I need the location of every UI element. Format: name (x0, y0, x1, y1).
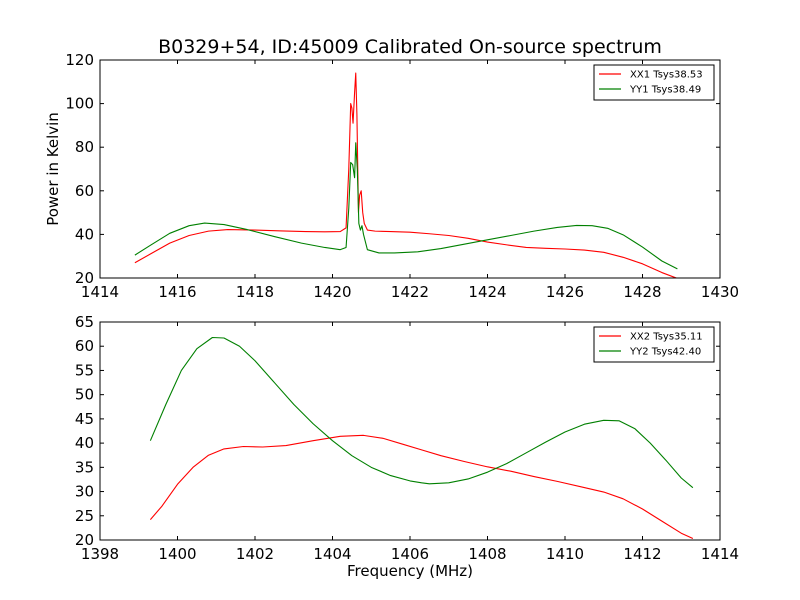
x-tick-label: 1412 (623, 545, 661, 563)
x-tick-label: 1400 (158, 545, 196, 563)
y-tick-label: 30 (75, 483, 94, 501)
y-tick-label: 40 (75, 434, 94, 452)
bottom-plot: 1398 1400 1402 1404 1406 1408 1410 1412 1414 20 25… (75, 313, 739, 563)
x-tick-label: 1414 (81, 283, 119, 301)
legend-label: YY2 Tsys42.40 (629, 347, 701, 358)
y-tick-label: 40 (75, 225, 94, 243)
legend-box (593, 64, 715, 101)
x-tick-label: 1408 (468, 545, 506, 563)
x-tick-label: 1430 (701, 283, 739, 301)
x-tick-label: 1406 (391, 545, 429, 563)
x-tick-label: 1428 (623, 283, 661, 301)
y-tick-label: 80 (75, 138, 94, 156)
y-tick-label: 60 (75, 182, 94, 200)
series-line-yy (149, 336, 694, 489)
y-tick-label: 20 (75, 269, 94, 287)
y-tick-label: 45 (75, 410, 94, 428)
x-tick-label: 1414 (701, 545, 739, 563)
legend: XX1 Tsys38.53 YY1 Tsys38.49 (593, 64, 715, 101)
legend-label: YY1 Tsys38.49 (629, 85, 701, 96)
y-tick-label: 120 (65, 51, 94, 69)
y-axis-label: Power in Kelvin (44, 112, 62, 226)
legend-label: XX1 Tsys38.53 (630, 70, 703, 81)
x-tick-label: 1398 (81, 545, 119, 563)
series-line-xx (134, 72, 678, 278)
series-line-yy (134, 142, 678, 270)
y-tick-label: 20 (75, 531, 94, 549)
y-tick-label: 25 (75, 507, 94, 525)
plot-frame (99, 59, 721, 279)
x-tick-label: 1426 (546, 283, 584, 301)
y-tick-label: 100 (65, 95, 94, 113)
y-tick-label: 55 (75, 361, 94, 379)
x-tick-label: 1416 (158, 283, 196, 301)
y-tick-label: 60 (75, 337, 94, 355)
x-tick-label: 1410 (546, 545, 584, 563)
x-axis-label: Frequency (MHz) (347, 562, 473, 580)
legend-label: XX2 Tsys35.11 (630, 332, 703, 343)
legend: XX2 Tsys35.11 YY2 Tsys42.40 (593, 326, 715, 363)
y-tick-label: 65 (75, 313, 94, 331)
x-tick-label: 1404 (313, 545, 351, 563)
x-tick-label: 1402 (236, 545, 274, 563)
chart-title: B0329+54, ID:45009 Calibrated On-source … (158, 36, 662, 58)
y-tick-label: 50 (75, 386, 94, 404)
x-tick-label: 1420 (313, 283, 351, 301)
series-line-xx (149, 434, 694, 540)
top-plot: 1414 1416 1418 1420 1422 1424 1426 1428 1430 20 40… (65, 51, 739, 301)
x-tick-label: 1424 (468, 283, 506, 301)
plot-frame (99, 321, 721, 541)
x-tick-label: 1422 (391, 283, 429, 301)
y-tick-label: 35 (75, 458, 94, 476)
legend-box (593, 326, 715, 363)
x-tick-label: 1418 (236, 283, 274, 301)
